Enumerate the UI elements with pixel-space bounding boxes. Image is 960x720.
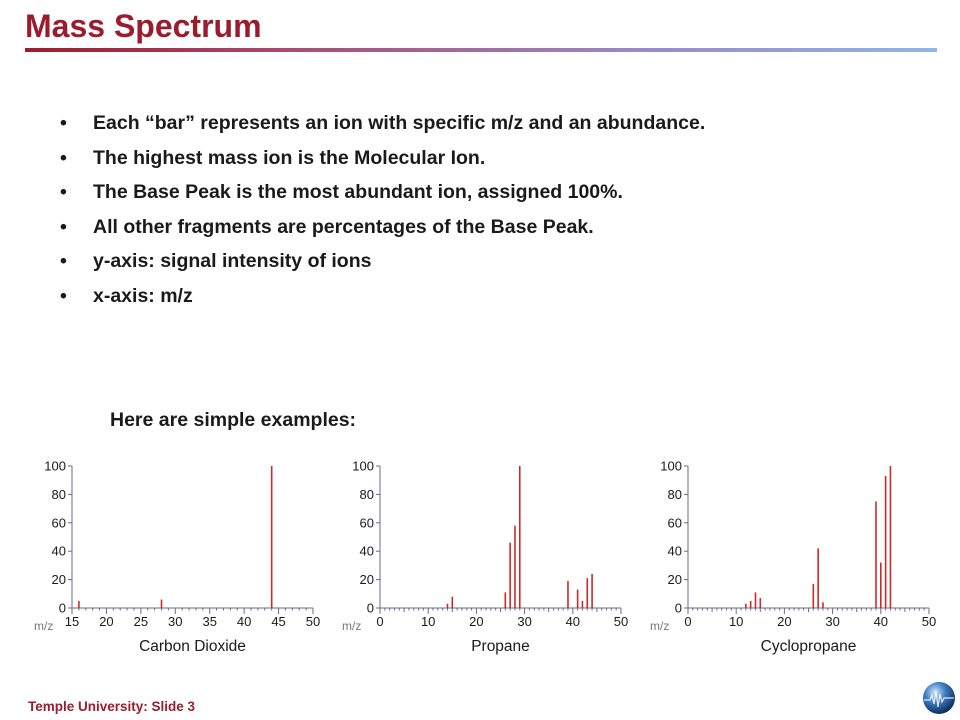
- chart-title: Cyclopropane: [761, 638, 857, 655]
- bullet-text: Each “bar” represents an ion with specif…: [93, 112, 706, 134]
- bullet-item: • The highest mass ion is the Molecular I…: [60, 146, 705, 181]
- x-tick-label: 50: [614, 614, 628, 629]
- globe-logo-icon: [923, 682, 955, 714]
- x-tick-label: 15: [65, 614, 79, 629]
- bullet-marker: •: [60, 284, 67, 307]
- chart-carbon-dioxide: 0 20 40 60 80 100 15 20 25 30 35 40 45 50 m/z Carbon Di…: [30, 456, 340, 656]
- bullet-item: • The Base Peak is the most abundant ion,…: [60, 180, 705, 215]
- x-tick-label: 40: [237, 614, 251, 629]
- x-axis-label: m/z: [34, 619, 53, 633]
- chart-cyclopropane: 0 20 40 60 80 100 0 10 20 30 40 50 m/z Cyclopropane: [646, 456, 956, 656]
- x-tick-label: 20: [469, 614, 483, 629]
- bullet-text: The Base Peak is the most abundant ion, …: [93, 181, 623, 204]
- y-tick-label: 20: [52, 572, 66, 587]
- bullet-text: x-axis: m/z: [93, 284, 193, 307]
- bullet-marker: •: [60, 250, 67, 273]
- bullet-item: • Each “bar” represents an ion with speci…: [60, 111, 705, 146]
- x-tick-label: 25: [134, 614, 148, 629]
- mass-spectrum-chart: 0 20 40 60 80 100 15 20 25 30 35 40 45 50 m/z Carbon Di…: [34, 459, 320, 656]
- y-tick-label: 40: [52, 544, 66, 559]
- x-axis-label: m/z: [342, 619, 361, 633]
- chart-title: Propane: [471, 638, 530, 655]
- y-tick-label: 0: [59, 601, 66, 616]
- x-tick-label: 40: [566, 614, 580, 629]
- chart-title: Carbon Dioxide: [139, 638, 246, 655]
- y-tick-label: 80: [52, 487, 66, 502]
- examples-heading: Here are simple examples:: [110, 409, 357, 431]
- x-tick-label: 50: [306, 614, 320, 629]
- y-tick-label: 80: [668, 487, 682, 502]
- title-underline: [25, 48, 937, 52]
- x-axis-label: m/z: [650, 619, 669, 633]
- bullet-item: • All other fragments are percentages of …: [60, 215, 705, 250]
- y-tick-label: 40: [668, 544, 682, 559]
- bullet-marker: •: [60, 215, 67, 238]
- x-tick-label: 10: [729, 614, 743, 629]
- mass-spectrum-chart: 0 20 40 60 80 100 0 10 20 30 40 50 m/z Propane: [342, 459, 628, 656]
- bullet-marker: •: [60, 146, 67, 169]
- x-tick-label: 20: [777, 614, 791, 629]
- x-tick-label: 30: [168, 614, 182, 629]
- bullet-list: • Each “bar” represents an ion with speci…: [60, 111, 705, 319]
- x-tick-label: 30: [517, 614, 531, 629]
- chart-propane: 0 20 40 60 80 100 0 10 20 30 40 50 m/z Propane: [338, 456, 648, 656]
- y-tick-label: 0: [675, 601, 682, 616]
- y-tick-label: 60: [52, 515, 66, 530]
- y-tick-label: 100: [660, 459, 682, 474]
- x-tick-label: 35: [202, 614, 216, 629]
- slide-title: Mass Spectrum: [25, 8, 262, 44]
- bullet-text: The highest mass ion is the Molecular Io…: [93, 146, 486, 169]
- x-tick-label: 50: [922, 614, 936, 629]
- y-tick-label: 20: [668, 572, 682, 587]
- y-tick-label: 60: [668, 515, 682, 530]
- x-tick-label: 0: [376, 614, 383, 629]
- bullet-text: All other fragments are percentages of t…: [93, 215, 594, 238]
- x-tick-label: 0: [684, 614, 691, 629]
- y-tick-label: 40: [360, 544, 374, 559]
- x-tick-label: 20: [99, 614, 113, 629]
- x-tick-label: 40: [874, 614, 888, 629]
- slide-footer: Temple University: Slide 3: [28, 699, 196, 714]
- mass-spectrum-chart: 0 20 40 60 80 100 0 10 20 30 40 50 m/z Cyclopropane: [650, 459, 936, 656]
- x-tick-label: 30: [825, 614, 839, 629]
- y-tick-label: 80: [360, 487, 374, 502]
- x-tick-label: 45: [271, 614, 285, 629]
- y-tick-label: 100: [352, 459, 374, 474]
- bullet-item: • x-axis: m/z: [60, 284, 705, 319]
- x-tick-label: 10: [421, 614, 435, 629]
- y-tick-label: 0: [367, 601, 374, 616]
- bullet-item: • y-axis: signal intensity of ions: [60, 249, 705, 284]
- y-tick-label: 100: [44, 459, 66, 474]
- bullet-marker: •: [60, 181, 67, 204]
- bullet-text: y-axis: signal intensity of ions: [93, 250, 372, 273]
- y-tick-label: 60: [360, 515, 374, 530]
- y-tick-label: 20: [360, 572, 374, 587]
- bullet-marker: •: [60, 112, 67, 134]
